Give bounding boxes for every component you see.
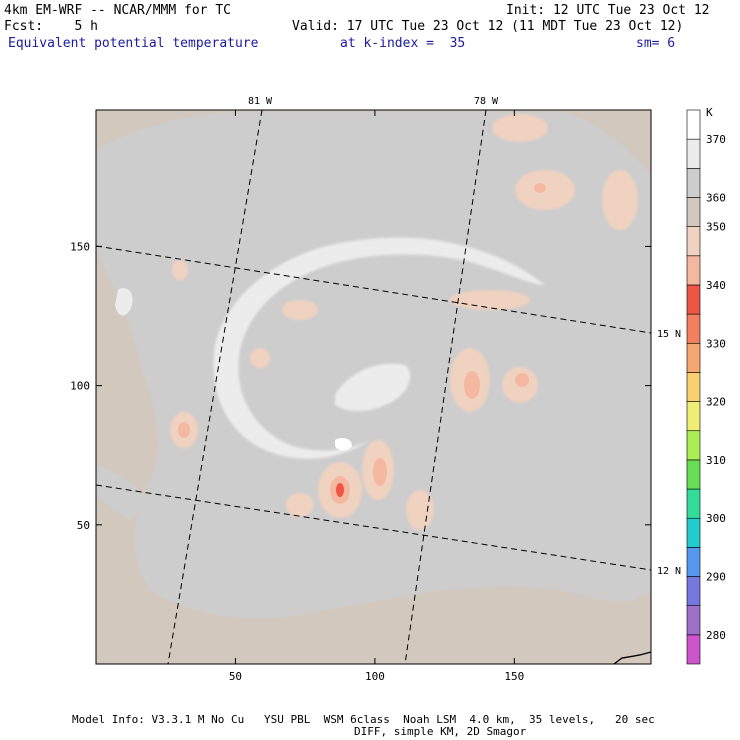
colorbar-label-280: 280 bbox=[706, 629, 726, 642]
y-tick-label-150: 150 bbox=[70, 240, 90, 253]
colorbar-swatch-15 bbox=[686, 197, 701, 227]
y-tick-label-100: 100 bbox=[70, 380, 90, 393]
colorbar-label-350: 350 bbox=[706, 221, 726, 234]
plot-frame bbox=[95, 109, 652, 665]
colorbar bbox=[686, 109, 701, 665]
header-level: at k-index = 35 bbox=[340, 36, 466, 51]
colorbar-label-310: 310 bbox=[706, 454, 726, 467]
header-model-title: 4km EM-WRF -- NCAR/MMM for TC bbox=[4, 3, 231, 18]
header-smoothing: sm= 6 bbox=[636, 36, 676, 51]
meridian-81w bbox=[167, 110, 263, 664]
field-360-lower bbox=[96, 464, 150, 520]
colorbar-label-320: 320 bbox=[706, 396, 726, 409]
colorbar-label-360: 360 bbox=[706, 191, 726, 204]
colorbar-swatch-1 bbox=[686, 605, 701, 636]
x-tick-label-150: 150 bbox=[504, 670, 524, 683]
header-field: Equivalent potential temperature bbox=[8, 36, 259, 51]
field-345-cores bbox=[178, 183, 546, 504]
lat-label-15n: 15 N bbox=[657, 329, 681, 340]
colorbar-swatch-11 bbox=[686, 313, 701, 344]
colorbar-label-330: 330 bbox=[706, 337, 726, 350]
map-grid-lines bbox=[96, 110, 651, 664]
colorbar-swatch-3 bbox=[686, 547, 701, 577]
field-360-region bbox=[96, 112, 651, 619]
field-370-inner bbox=[335, 363, 411, 412]
field-370-spiral bbox=[213, 237, 545, 459]
colorbar-swatch-0 bbox=[686, 634, 701, 665]
axis-ticks bbox=[96, 110, 651, 664]
colorbar-swatch-14 bbox=[686, 226, 701, 257]
coastline bbox=[613, 651, 652, 665]
colorbar-label-340: 340 bbox=[706, 279, 726, 292]
meridian-78w bbox=[404, 110, 487, 664]
parallel-15n bbox=[96, 245, 651, 334]
colorbar-swatch-10 bbox=[686, 342, 701, 373]
footer-diff-info: DIFF, simple KM, 2D Smagor bbox=[354, 725, 527, 738]
header-init: Init: 12 UTC Tue 23 Oct 12 bbox=[506, 3, 710, 18]
field-340-max bbox=[336, 483, 344, 497]
colorbar-labels: 280 290 300 310 320 330 340 350 360 370 bbox=[706, 133, 726, 642]
colorbar-swatch-13 bbox=[686, 255, 701, 286]
parallel-12n bbox=[96, 484, 651, 571]
header-valid: Valid: 17 UTC Tue 23 Oct 12 (11 MDT Tue … bbox=[292, 19, 684, 34]
colorbar-swatch-7 bbox=[686, 430, 701, 461]
colorbar-swatch-12 bbox=[686, 284, 701, 315]
footer-model-info: Model Info: V3.3.1 M No Cu YSU PBL WSM 6… bbox=[72, 713, 655, 726]
header-forecast: Fcst: 5 h bbox=[4, 19, 98, 34]
lat-label-12n: 12 N bbox=[657, 566, 681, 577]
field-370-patch-west bbox=[115, 288, 133, 316]
colorbar-swatch-5 bbox=[686, 488, 701, 519]
colorbar-unit: K bbox=[706, 106, 713, 119]
lon-label-81w: 81 W bbox=[248, 96, 273, 107]
colorbar-label-300: 300 bbox=[706, 512, 726, 525]
x-tick-label-50: 50 bbox=[229, 670, 242, 683]
colorbar-swatch-16 bbox=[686, 168, 701, 198]
colorbar-swatch-4 bbox=[686, 517, 701, 548]
axis-labels: 50 100 150 50 100 150 bbox=[70, 240, 524, 683]
colorbar-label-290: 290 bbox=[706, 571, 726, 584]
colorbar-swatch-9 bbox=[686, 372, 701, 402]
y-tick-label-50: 50 bbox=[77, 519, 90, 532]
x-tick-label-100: 100 bbox=[365, 670, 385, 683]
colorbar-swatch-2 bbox=[686, 576, 701, 606]
colorbar-swatch-6 bbox=[686, 459, 701, 490]
colorbar-swatch-17 bbox=[686, 138, 701, 169]
theta-e-field bbox=[96, 110, 651, 664]
lon-label-78w: 78 W bbox=[474, 96, 499, 107]
colorbar-label-370: 370 bbox=[706, 133, 726, 146]
colorbar-swatch-8 bbox=[686, 401, 701, 432]
colorbar-swatch-18 bbox=[686, 109, 701, 140]
field-white-max bbox=[335, 438, 352, 451]
